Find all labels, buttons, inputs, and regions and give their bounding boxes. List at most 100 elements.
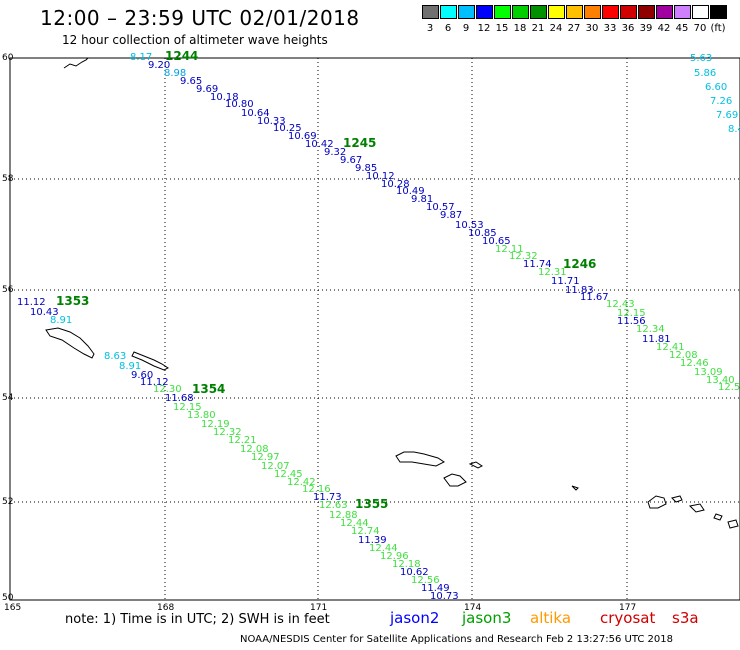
wave-height-value: 11.56 [617, 316, 646, 327]
color-scale-swatch [620, 5, 637, 19]
island-bering [45, 327, 95, 359]
legend-cryosat: cryosat [600, 609, 656, 627]
lat-label: 52 [2, 497, 13, 507]
color-scale-swatch [494, 5, 511, 19]
wave-height-value: 11.74 [523, 259, 552, 270]
page-title: 12:00 – 23:59 UTC 02/01/2018 [40, 6, 360, 30]
island-segula [688, 503, 705, 513]
color-scale-swatch [602, 5, 619, 19]
wave-height-value: 8.98 [164, 68, 186, 79]
wave-height-value: 12.41 [656, 342, 685, 353]
lon-label: 177 [619, 603, 636, 613]
wave-height-value: 10.25 [273, 123, 302, 134]
color-scale-swatch [584, 5, 601, 19]
color-scale-label: 42 [657, 23, 671, 34]
wave-height-value: 8.91 [50, 315, 72, 326]
wave-height-value: 10.28 [381, 179, 410, 190]
color-scale-label: 3 [426, 23, 434, 34]
island-agattu [443, 473, 467, 487]
wave-height-value: 10.69 [288, 131, 317, 142]
wave-height-value: 12.07 [261, 461, 290, 472]
wave-height-value: 11.81 [642, 334, 671, 345]
color-scale-swatch [548, 5, 565, 19]
wave-height-value: 9.67 [340, 155, 362, 166]
orbit-number-label: 1244 [165, 49, 198, 63]
color-scale-label: 9 [462, 23, 470, 34]
color-scale-swatch [692, 5, 709, 19]
island-rat [727, 519, 739, 529]
wave-height-value: 10.33 [257, 116, 286, 127]
island-attu [395, 451, 445, 467]
wave-height-value: 12.63 [319, 500, 348, 511]
wave-height-value: 11.83 [565, 285, 594, 296]
wave-height-value: 10.43 [30, 307, 59, 318]
orbit-number-label: 1355 [355, 497, 388, 511]
lat-label: 56 [2, 285, 14, 295]
latitude-axis-labels: 60 58 56 54 52 50 [2, 53, 14, 603]
color-scale-label: 21 [531, 23, 545, 34]
wave-height-value: 10.64 [241, 108, 270, 119]
wave-height-value: 9.60 [131, 370, 153, 381]
wave-height-value: 8.91 [119, 361, 141, 372]
wave-height-labels: 8.17 12449.208.989.659.6910.1810.8010.641… [17, 49, 740, 602]
orbit-number-label: 1353 [56, 294, 89, 308]
orbit-number-label: 1354 [192, 382, 225, 396]
color-scale-swatch [710, 5, 727, 19]
color-scale-swatch [512, 5, 529, 19]
wave-height-value: 10.65 [482, 236, 511, 247]
color-scale-swatch [530, 5, 547, 19]
color-scale-label: 18 [513, 23, 527, 34]
color-scale-swatch [422, 5, 439, 19]
lon-label: 171 [310, 603, 327, 613]
legend-jason2: jason2 [390, 609, 440, 627]
lat-label: 50 [2, 593, 14, 603]
wave-height-value: 8.63 [104, 351, 126, 362]
wave-height-value: 9.69 [196, 84, 218, 95]
wave-height-value: 6.60 [705, 82, 727, 93]
color-scale-label: 36 [621, 23, 635, 34]
lon-label: 168 [157, 603, 174, 613]
color-scale-swatch [476, 5, 493, 19]
color-scale-label: 27 [567, 23, 581, 34]
wave-height-value: 12.11 [495, 244, 524, 255]
wave-height-value: 8.17 [130, 52, 152, 63]
wave-height-value: 11.49 [421, 583, 450, 594]
wave-height-value: 5.63 [690, 53, 712, 64]
wave-height-value: 12.96 [380, 551, 409, 562]
wave-height-value: 11.68 [165, 393, 194, 404]
wave-height-value: 9.32 [324, 147, 346, 158]
wave-height-value: 10.57 [426, 202, 455, 213]
wave-height-value: 10.53 [455, 220, 484, 231]
page-subtitle: 12 hour collection of altimeter wave hei… [62, 33, 328, 47]
lon-label: 174 [464, 603, 481, 613]
wave-height-value: 10.12 [366, 171, 395, 182]
color-scale-swatch [458, 5, 475, 19]
color-scale-label: 39 [639, 23, 653, 34]
wave-height-value: 12.32 [213, 427, 242, 438]
wave-height-value: 12.15 [617, 308, 646, 319]
lon-label: 165 [4, 603, 21, 613]
island-shemya [468, 461, 483, 469]
wave-height-value: 12.21 [228, 435, 257, 446]
wave-height-value: 12.32 [509, 251, 538, 262]
wave-height-value: 11.39 [358, 535, 387, 546]
color-scale-label: 24 [549, 23, 563, 34]
wave-height-value: 12.08 [240, 444, 269, 455]
wave-height-value: 7.69 [716, 110, 738, 121]
wave-height-value: 11.71 [551, 276, 580, 287]
wave-height-value: 10.73 [430, 591, 459, 602]
wave-height-value: 12.31 [538, 267, 567, 278]
wave-height-value: 8.4 [728, 124, 740, 135]
color-scale-label: 6 [444, 23, 452, 34]
wave-height-value: 12.18 [392, 559, 421, 570]
wave-height-value: 12.30 [153, 384, 182, 395]
orbit-number-label: 1246 [563, 257, 596, 271]
color-scale-label: 33 [603, 23, 617, 34]
color-scale-label: 70 [693, 23, 707, 34]
wave-height-value: 12.19 [201, 419, 230, 430]
wave-height-value: 12.88 [329, 510, 358, 521]
wave-height-value: 9.85 [355, 163, 377, 174]
legend-s3a: s3a [672, 609, 699, 627]
wave-height-value: 12.56 [411, 575, 440, 586]
color-scale-swatch [440, 5, 457, 19]
